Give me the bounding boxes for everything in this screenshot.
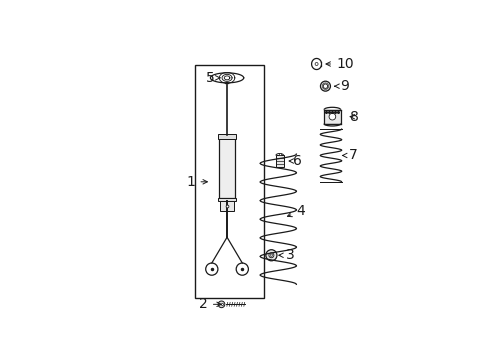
Bar xyxy=(218,198,235,201)
Bar xyxy=(324,110,340,123)
Circle shape xyxy=(269,254,272,257)
Circle shape xyxy=(323,84,327,89)
Circle shape xyxy=(218,301,224,308)
Text: 8: 8 xyxy=(349,110,358,123)
Text: 9: 9 xyxy=(334,79,348,93)
Text: 2: 2 xyxy=(199,297,221,311)
Bar xyxy=(219,135,234,198)
Text: 10: 10 xyxy=(325,57,353,71)
Circle shape xyxy=(314,63,317,66)
Text: 6: 6 xyxy=(288,154,302,168)
Text: 1: 1 xyxy=(186,175,207,189)
Bar xyxy=(275,156,283,167)
Circle shape xyxy=(265,250,276,261)
Bar xyxy=(220,201,233,211)
Bar xyxy=(218,134,235,139)
Text: 5: 5 xyxy=(205,71,220,85)
Text: 7: 7 xyxy=(342,148,357,162)
Circle shape xyxy=(328,113,335,120)
Text: 3: 3 xyxy=(278,248,294,262)
Circle shape xyxy=(268,253,273,258)
Bar xyxy=(195,66,264,298)
Circle shape xyxy=(320,81,330,91)
Text: 4: 4 xyxy=(287,204,304,218)
